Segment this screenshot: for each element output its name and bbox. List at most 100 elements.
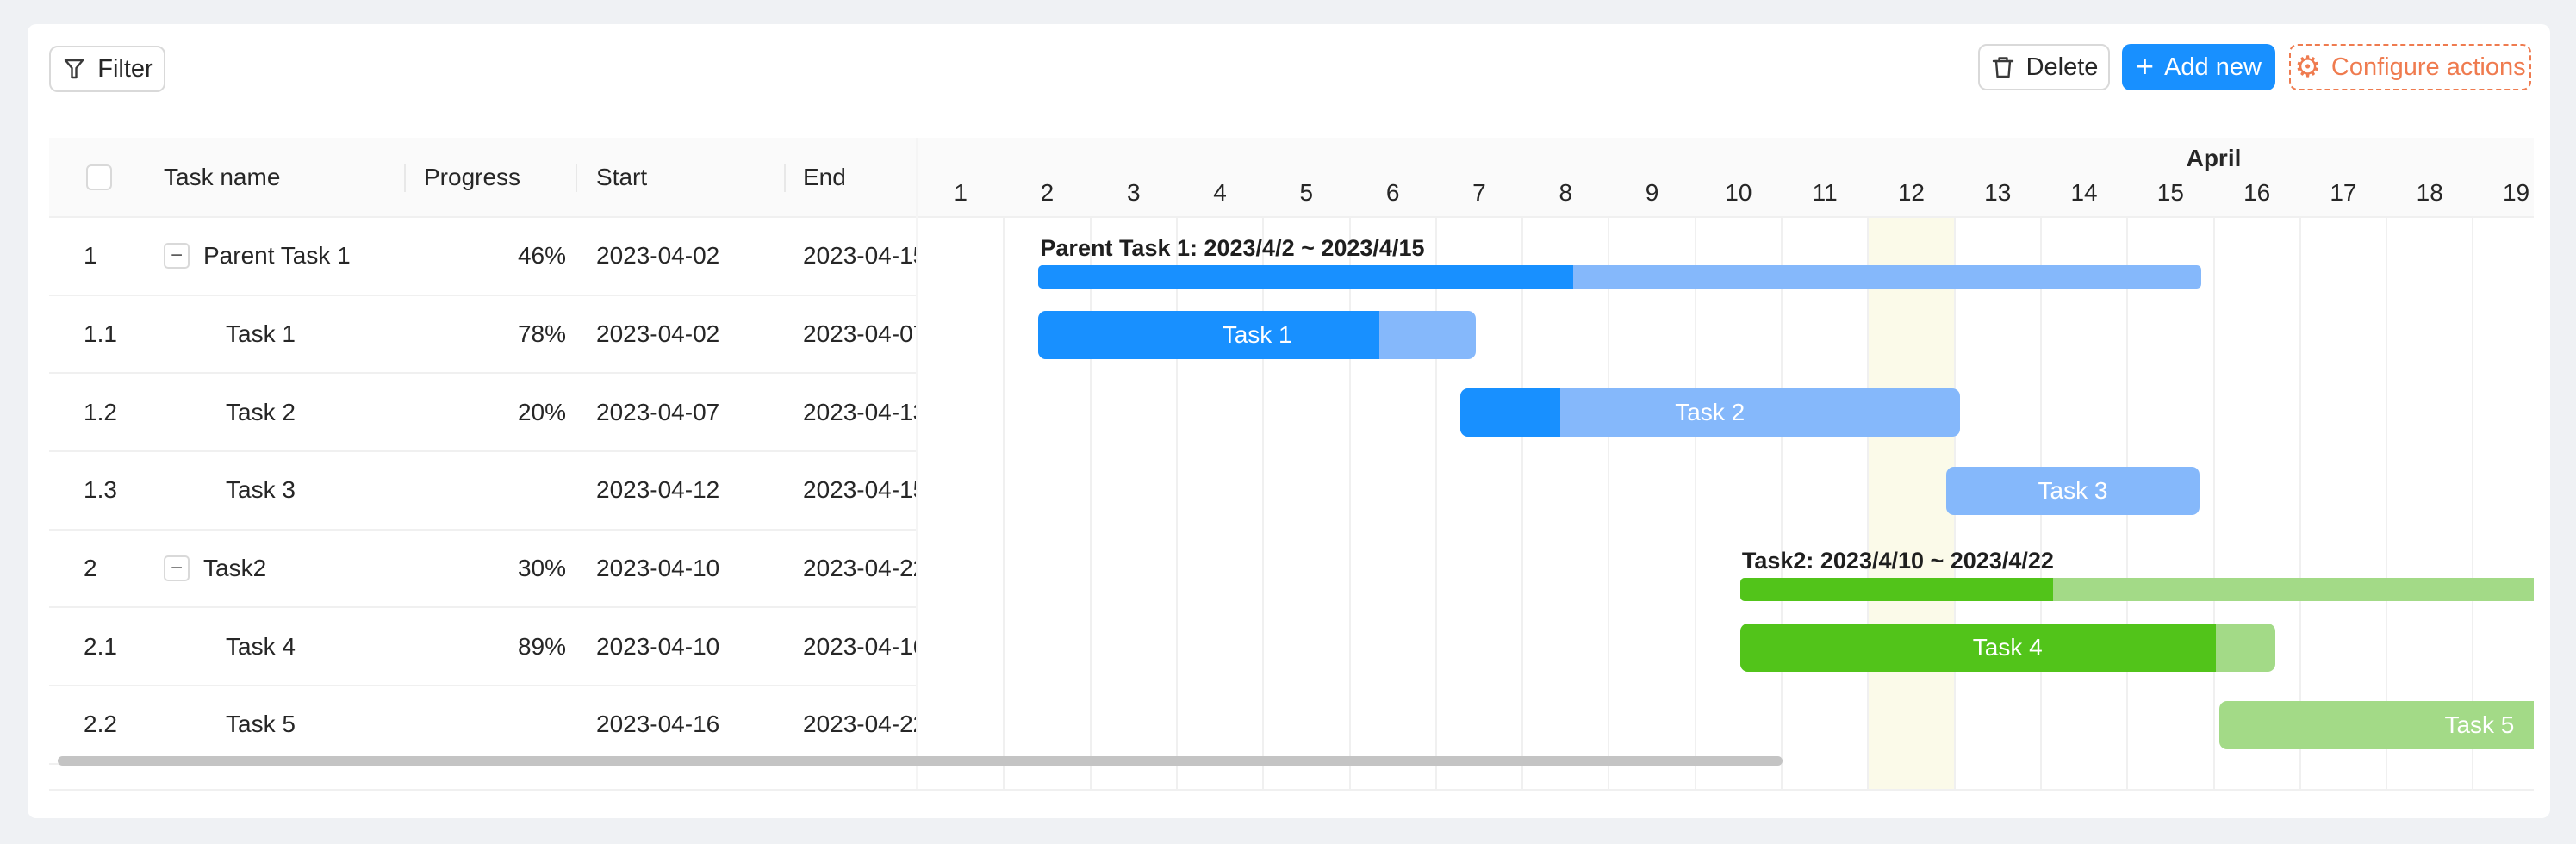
add-new-button[interactable]: + Add new — [2122, 44, 2275, 90]
collapse-toggle[interactable]: − — [164, 555, 190, 582]
gantt-grid: Task name Progress Start End 1 − Parent Ta… — [49, 138, 2534, 791]
row-seq: 2 — [84, 555, 97, 582]
row-progress — [406, 452, 577, 529]
row-progress: 46% — [517, 242, 566, 270]
table-row[interactable]: 1 − Parent Task 1 46% 2023-04-02 2023-04-15 — [49, 218, 916, 296]
day-header-6: 6 — [1385, 179, 1400, 206]
row-task-name-cell: Task 1 — [164, 296, 406, 373]
column-header-start: Start — [596, 163, 648, 190]
row-start: 2023-04-02 — [596, 320, 720, 348]
row-task-name-cell: Task 5 — [164, 686, 406, 763]
trash-icon — [1990, 54, 2016, 80]
day-gridline — [1089, 218, 1092, 789]
day-gridline — [2212, 218, 2215, 789]
table-header-row: Task name Progress Start End — [49, 138, 916, 218]
row-end: 2023-04-15 — [803, 242, 916, 270]
gantt-bar-progress-fill — [1739, 577, 2053, 601]
configure-actions-button[interactable]: ⚙ Configure actions — [2289, 44, 2531, 90]
day-header-11: 11 — [1812, 179, 1838, 206]
day-gridline — [1262, 218, 1265, 789]
today-column-highlight — [1868, 218, 1955, 789]
day-header-14: 14 — [2070, 179, 2098, 206]
row-progress: 20% — [517, 398, 566, 425]
day-gridline — [1521, 218, 1524, 789]
gantt-bar-progress-fill — [1739, 623, 2217, 672]
day-header-9: 9 — [1645, 179, 1659, 206]
table-row[interactable]: 1.1 Task 1 78% 2023-04-02 2023-04-07 — [49, 295, 916, 375]
header-divider — [404, 164, 406, 192]
header-divider — [784, 164, 786, 192]
row-task-name-cell: − Task2 — [164, 531, 406, 607]
delete-button[interactable]: Delete — [1978, 44, 2110, 90]
gantt-bar-task-4[interactable] — [1739, 623, 2275, 672]
row-task-name: Task 1 — [226, 320, 296, 348]
gantt-bar-progress-fill — [1459, 388, 1560, 438]
day-gridline — [1608, 218, 1610, 789]
gantt-bar-progress-fill — [1038, 265, 1574, 289]
gantt-timeline-header: April 1 2 3 4 5 6 7 8 9 10 11 12 13 14 15 16 17 18 19 — [918, 138, 2534, 218]
day-header-10: 10 — [1725, 179, 1752, 206]
day-header-12: 12 — [1897, 179, 1926, 206]
row-end: 2023-04-15 — [803, 476, 916, 504]
gantt-bar-task-3[interactable] — [1945, 467, 2200, 516]
row-start: 2023-04-16 — [596, 711, 720, 738]
table-row[interactable]: 2.1 Task 4 89% 2023-04-10 2023-04-16 — [49, 608, 916, 687]
row-task-name-cell: Task 3 — [164, 452, 406, 529]
row-progress: 89% — [517, 632, 566, 660]
row-task-name: Task 3 — [226, 476, 296, 504]
row-seq: 1.1 — [84, 320, 117, 348]
day-header-4: 4 — [1213, 179, 1227, 206]
gantt-bar-task-5[interactable] — [2218, 701, 2534, 750]
row-seq: 2.1 — [84, 632, 117, 660]
column-header-task-name: Task name — [164, 163, 281, 190]
gantt-bar-task-2[interactable] — [1459, 388, 1960, 438]
day-header-2: 2 — [1040, 179, 1055, 206]
row-task-name: Task 2 — [226, 398, 296, 425]
row-task-name-cell: Task 4 — [164, 608, 406, 685]
row-progress: 78% — [517, 320, 566, 348]
row-progress: 30% — [517, 555, 566, 582]
row-task-name: Task 4 — [226, 632, 296, 660]
funnel-icon — [61, 56, 87, 82]
day-header-18: 18 — [2416, 179, 2443, 206]
table-row[interactable]: 2 − Task2 30% 2023-04-10 2023-04-22 — [49, 530, 916, 609]
day-header-13: 13 — [1984, 179, 2012, 206]
horizontal-scrollbar-thumb[interactable] — [58, 756, 1783, 766]
gantt-chart: April 1 2 3 4 5 6 7 8 9 10 11 12 13 14 15 16 17 18 19 Paren… — [916, 138, 2534, 789]
row-end: 2023-04-16 — [803, 632, 916, 660]
collapse-toggle[interactable]: − — [164, 243, 190, 270]
configure-actions-label: Configure actions — [2330, 53, 2526, 81]
header-divider — [576, 164, 577, 192]
table-row[interactable]: 2.2 Task 5 2023-04-16 2023-04-22 — [49, 686, 916, 765]
day-gridline — [1348, 218, 1351, 789]
gantt-bar-parent-task-1[interactable] — [1038, 265, 2202, 289]
day-gridline — [2299, 218, 2301, 789]
day-gridline — [2472, 218, 2474, 789]
row-seq: 1.2 — [84, 398, 117, 425]
row-end: 2023-04-13 — [803, 398, 916, 425]
day-header-19: 19 — [2502, 179, 2530, 206]
gantt-summary-caption: Task2: 2023/4/10 ~ 2023/4/22 — [1741, 547, 2054, 574]
day-header-1: 1 — [954, 179, 968, 206]
table-row[interactable]: 1.3 Task 3 2023-04-12 2023-04-15 — [49, 452, 916, 531]
row-end: 2023-04-22 — [803, 711, 916, 738]
day-header-17: 17 — [2330, 179, 2357, 206]
row-start: 2023-04-12 — [596, 476, 720, 504]
gantt-bar-progress-fill — [1038, 310, 1380, 359]
day-header-5: 5 — [1299, 179, 1314, 206]
table-row[interactable]: 1.2 Task 2 20% 2023-04-07 2023-04-13 — [49, 374, 916, 453]
delete-button-label: Delete — [2025, 53, 2099, 81]
day-header-3: 3 — [1126, 179, 1141, 206]
row-task-name: Task 5 — [226, 711, 296, 738]
gantt-summary-caption: Parent Task 1: 2023/4/2 ~ 2023/4/15 — [1040, 235, 1425, 261]
filter-button-label: Filter — [97, 54, 153, 83]
gantt-bar-task-1[interactable] — [1038, 310, 1476, 359]
select-all-checkbox[interactable] — [86, 164, 112, 190]
filter-button[interactable]: Filter — [49, 46, 165, 92]
day-header-15: 15 — [2156, 179, 2184, 206]
gantt-bar-task2[interactable] — [1739, 577, 2534, 601]
row-seq: 1.3 — [84, 476, 117, 504]
column-header-progress: Progress — [424, 163, 521, 190]
row-seq: 1 — [84, 242, 97, 270]
gear-icon: ⚙ — [2294, 51, 2321, 84]
